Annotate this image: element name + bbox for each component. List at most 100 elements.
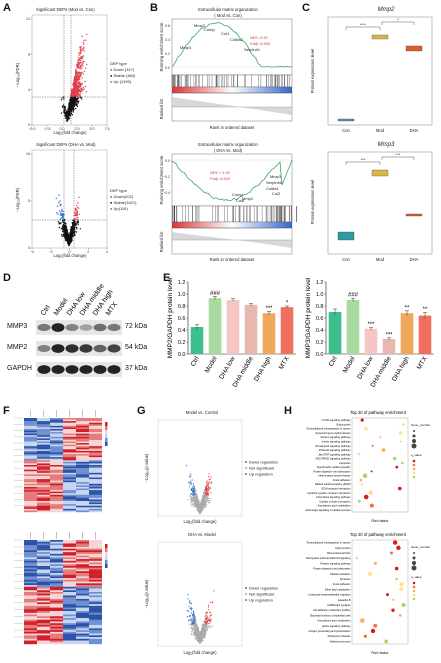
pathway-name: Dilated cardiomyopathy (DCM) [315, 482, 351, 486]
heat-cell [89, 447, 102, 450]
heatmap-bottom-svg [14, 532, 108, 645]
ytick: 1.2 [316, 280, 324, 286]
ytick: 5 [28, 199, 30, 203]
pathway-name: Retrograde endocannabinoid signaling [306, 556, 351, 560]
heat-cell [50, 502, 63, 505]
heat-cell [37, 598, 50, 601]
volcano-point [79, 78, 81, 81]
heat-cell [37, 472, 50, 475]
heat-cell [37, 507, 50, 510]
ytick: 0.0 [165, 66, 170, 70]
heat-cell [50, 510, 63, 513]
pathway-dot [360, 418, 364, 422]
heat-cell [24, 637, 37, 639]
heat-cell [37, 553, 50, 556]
group-label: DHA [410, 257, 419, 262]
heat-cell [24, 597, 37, 600]
heat-cell [89, 581, 102, 584]
heat-cell [63, 443, 76, 445]
volcano-point [76, 84, 78, 87]
boxplot-mmp3-title: Mmp3 [377, 142, 395, 148]
heat-cell [89, 482, 102, 484]
volcano-point [56, 212, 58, 214]
legend-color [412, 593, 416, 597]
volcano-point [75, 231, 78, 233]
volcano-point [57, 221, 60, 223]
volcano-point [83, 39, 85, 42]
heat-cell [76, 611, 89, 613]
pathway-dot [399, 587, 403, 592]
bar-mmp3: 0.0 0.2 0.4 0.6 0.8 1.0 1.2 MMP3/GAPDH protein … [304, 276, 440, 398]
volcano-point [78, 196, 80, 199]
heat-cell [63, 566, 76, 568]
heat-cell [89, 439, 102, 442]
volcano-point [62, 210, 64, 213]
gsea-top-gene-4: Mmp2 [194, 23, 206, 28]
heat-cell [24, 499, 37, 502]
volcano-point [69, 238, 71, 241]
heat-cell [76, 449, 89, 452]
heat-scale [105, 442, 108, 446]
heat-cell [89, 612, 102, 615]
pathway-xlabel: Rich factor [371, 651, 389, 655]
volcano-point [76, 212, 78, 214]
heat-cell [37, 421, 50, 423]
heat-cell [63, 569, 76, 572]
volcano-point [200, 633, 202, 635]
heat-cell [63, 436, 76, 439]
heat-cell [63, 614, 76, 617]
heat-cell [50, 493, 63, 495]
volcano-point [69, 103, 71, 105]
volcano-point [193, 623, 195, 625]
heat-cell [37, 597, 50, 600]
heat-cell [63, 466, 76, 469]
band-gapdh-label: GAPDH [7, 365, 32, 372]
heat-cell [76, 466, 89, 469]
volcano-point [206, 484, 208, 486]
heat-cell [63, 593, 76, 596]
pathway-dot [379, 436, 382, 439]
volcano-point [76, 105, 79, 108]
volcano-point [187, 598, 189, 600]
heat-cell [63, 553, 76, 556]
volcano-point [65, 237, 67, 240]
ytick: 0.2 [316, 340, 324, 346]
volcano-point [191, 614, 193, 616]
heat-cell [89, 501, 102, 503]
heat-cell [50, 427, 63, 430]
pathway-name: Cell adhesion molecules (CAMs) [313, 608, 351, 612]
volcano-point [60, 112, 63, 114]
boxplot-mmp3: Mmp3 Protein expression level *** *** Co… [306, 140, 438, 265]
pathway-bottom: Top 20 of pathway enrichment Transcriptio… [290, 530, 440, 658]
heat-cell [37, 585, 50, 587]
heat-cell [24, 449, 37, 452]
blot-band [65, 365, 79, 374]
volcano-point [204, 630, 206, 632]
heat-cell [37, 469, 50, 472]
heat-cell [63, 588, 76, 591]
heat-cell [63, 508, 76, 511]
volcano-point [67, 233, 69, 235]
heat-cell [50, 616, 63, 619]
volcano-point [57, 213, 59, 215]
heat-cell [76, 562, 89, 565]
heat-cell [50, 461, 63, 464]
heat-cell [89, 461, 102, 464]
gsea-bottom-gene-0: Comp [232, 192, 243, 197]
volcano-point [68, 112, 71, 114]
volcano-point [201, 633, 203, 636]
volcano-point [65, 232, 67, 235]
volcano-point [189, 619, 191, 621]
heat-cell [37, 483, 50, 486]
panel-label-h: H [284, 405, 292, 417]
volcano-point [195, 626, 197, 628]
heat-cell [24, 600, 37, 603]
volcano-point [194, 490, 196, 492]
pathway-title: Top 20 of pathway enrichment [350, 532, 407, 537]
category-label: Ctrl [190, 355, 201, 368]
volcano-point [190, 503, 192, 505]
heat-cell [89, 631, 102, 634]
heat-cell [63, 598, 76, 601]
heat-cell [76, 475, 89, 478]
heat-cell [24, 626, 37, 629]
